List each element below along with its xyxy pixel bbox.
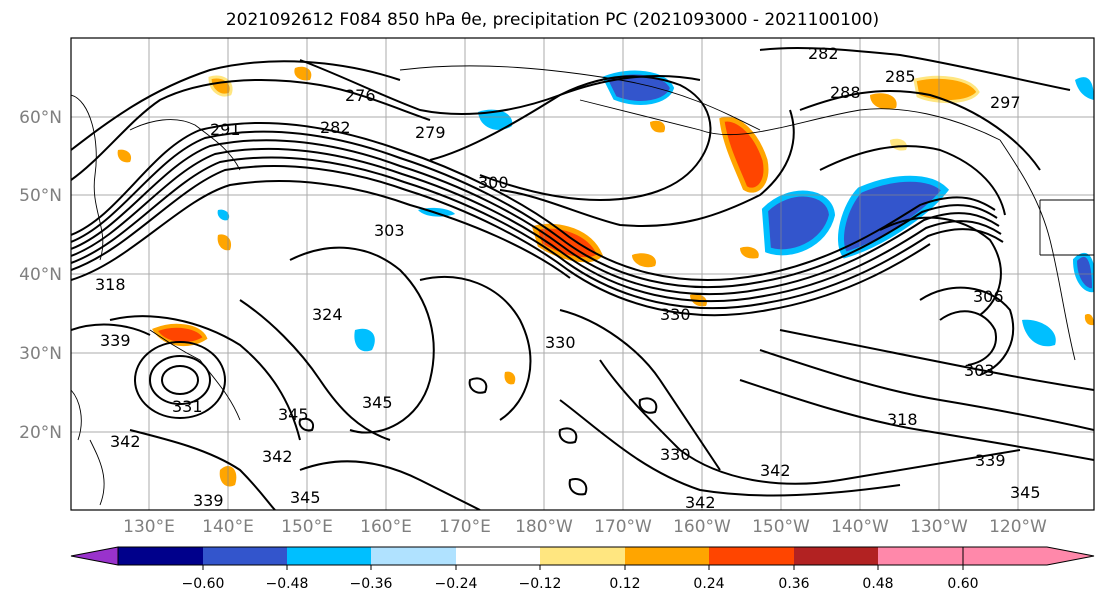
colorbar-box [118, 547, 203, 565]
longitude-labels: 130°E 140°E 150°E 160°E 170°E 180°W 170°… [123, 517, 1047, 537]
contour-label: 330 [660, 445, 691, 464]
contour-label: 324 [312, 305, 343, 324]
lon-label: 170°W [594, 517, 652, 537]
lon-label: 140°W [831, 517, 889, 537]
contour-label: 339 [100, 331, 131, 350]
colorbar-box [371, 547, 456, 565]
lat-label: 60°N [19, 108, 62, 128]
lat-label: 30°N [19, 344, 62, 364]
lon-label: 130°E [123, 517, 175, 537]
lon-label: 170°E [439, 517, 491, 537]
colorbar-tick-label: −0.36 [350, 576, 393, 592]
contour-label: 306 [973, 287, 1004, 306]
colorbar-box [287, 547, 371, 565]
colorbar-tick-label: −0.60 [182, 576, 225, 592]
contour-label: 318 [95, 275, 126, 294]
colorbar-box [540, 547, 625, 565]
colorbar-tick-label: −0.24 [435, 576, 478, 592]
colorbar-tick-label: −0.48 [266, 576, 309, 592]
contour-label: 318 [887, 410, 918, 429]
latitude-labels: 60°N 50°N 40°N 30°N 20°N [19, 108, 62, 443]
contour-label: 282 [320, 118, 351, 137]
contour-label: 303 [374, 221, 405, 240]
lat-label: 50°N [19, 186, 62, 206]
contour-label: 330 [545, 333, 576, 352]
map-content: 282 276 291 282 279 288 285 297 300 303 … [71, 38, 1094, 512]
coastlines [71, 65, 1094, 506]
colorbar-box [709, 547, 794, 565]
contour-label: 303 [964, 361, 995, 380]
contour-label: 345 [278, 405, 309, 424]
contour-label: 288 [830, 83, 861, 102]
colorbar-tick-label: 0.12 [609, 576, 640, 592]
colorbar-extend-right [962, 546, 1095, 566]
colorbar-box [203, 547, 287, 565]
contour-label: 345 [290, 488, 321, 507]
map-frame [70, 37, 1095, 511]
contour-label: 285 [885, 67, 916, 86]
lon-label: 140°E [202, 517, 254, 537]
figure-title: 2021092612 F084 850 hPa θe, precipitatio… [225, 10, 880, 30]
contour-label: 291 [210, 120, 241, 139]
lon-label: 150°W [752, 517, 810, 537]
colorbar-tick-label: 0.36 [778, 576, 809, 592]
lat-label: 40°N [19, 265, 62, 285]
colorbar-tick-label: −0.12 [519, 576, 562, 592]
colorbar-box [878, 547, 963, 565]
contour-label: 339 [975, 451, 1006, 470]
contour-label: 345 [1010, 483, 1041, 502]
contour-label: 297 [990, 93, 1021, 112]
colorbar-tick-label: 0.60 [947, 576, 978, 592]
contour-label: 279 [415, 123, 446, 142]
colorbar: −0.60 −0.48 −0.36 −0.24 −0.12 0.12 0.24 … [70, 546, 1095, 592]
lon-label: 120°W [989, 517, 1047, 537]
theta-e-contours [71, 46, 1094, 510]
contour-label: 342 [685, 493, 716, 512]
contour-label: 342 [760, 461, 791, 480]
colorbar-tick-label: 0.48 [862, 576, 893, 592]
colorbar-box [625, 547, 709, 565]
contour-label: 345 [362, 393, 393, 412]
colorbar-tick-label: 0.24 [693, 576, 724, 592]
lon-label: 150°E [281, 517, 333, 537]
contour-labels: 282 276 291 282 279 288 285 297 300 303 … [95, 44, 1041, 512]
colorbar-tickmarks [202, 565, 964, 570]
colorbar-box [456, 547, 540, 565]
contour-label: 342 [110, 432, 141, 451]
contour-label: 300 [478, 173, 509, 192]
contour-label: 282 [808, 44, 839, 63]
lon-label: 130°W [910, 517, 968, 537]
lon-label: 180°W [515, 517, 573, 537]
lon-label: 160°W [673, 517, 731, 537]
contour-label: 330 [660, 305, 691, 324]
contour-label: 276 [345, 86, 376, 105]
contour-label: 342 [262, 447, 293, 466]
contour-label: 339 [193, 491, 224, 510]
contour-label: 331 [172, 397, 203, 416]
colorbar-extend-left [70, 546, 119, 566]
colorbar-box [794, 547, 878, 565]
lat-label: 20°N [19, 423, 62, 443]
lon-label: 160°E [360, 517, 412, 537]
